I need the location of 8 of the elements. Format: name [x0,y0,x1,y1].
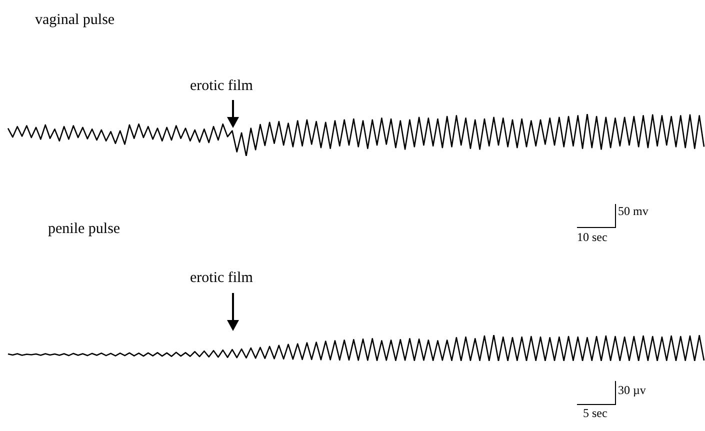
chart-title: penile pulse [48,221,120,238]
text: 50 mv [618,204,648,219]
text: erotic film [190,270,253,287]
text: 30 µv [618,383,646,398]
chart-title: vaginal pulse [35,12,115,29]
text: 5 sec [583,406,608,421]
text: 10 sec [577,230,608,245]
text: erotic film [190,78,253,95]
